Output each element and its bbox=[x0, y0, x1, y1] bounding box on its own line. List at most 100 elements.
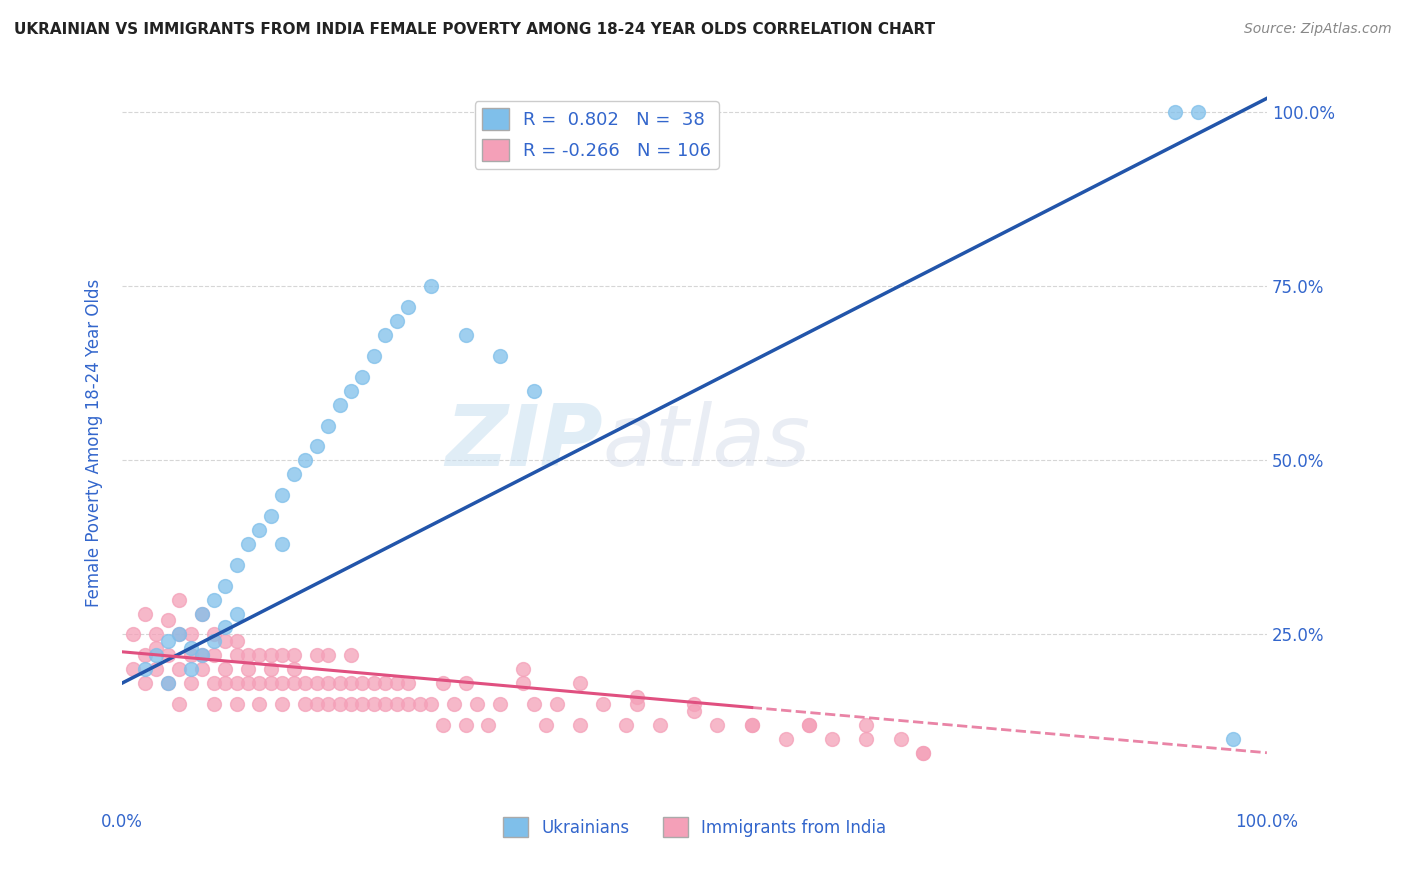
Point bbox=[249, 523, 271, 537]
Point bbox=[650, 718, 672, 732]
Point bbox=[420, 697, 443, 711]
Point bbox=[271, 697, 294, 711]
Point bbox=[489, 697, 512, 711]
Point bbox=[477, 718, 499, 732]
Point bbox=[191, 607, 214, 621]
Point bbox=[454, 718, 477, 732]
Point bbox=[145, 641, 167, 656]
Point bbox=[236, 662, 259, 676]
Point bbox=[512, 676, 534, 690]
Point bbox=[683, 704, 706, 718]
Point bbox=[122, 627, 145, 641]
Point bbox=[283, 648, 305, 663]
Point bbox=[305, 676, 328, 690]
Point bbox=[169, 662, 191, 676]
Point bbox=[385, 314, 408, 328]
Point bbox=[122, 662, 145, 676]
Point bbox=[271, 648, 294, 663]
Point bbox=[340, 676, 363, 690]
Point bbox=[236, 676, 259, 690]
Point bbox=[374, 697, 396, 711]
Point bbox=[352, 676, 374, 690]
Point bbox=[569, 718, 592, 732]
Point bbox=[534, 718, 557, 732]
Point bbox=[340, 384, 363, 398]
Point bbox=[283, 676, 305, 690]
Point bbox=[134, 676, 156, 690]
Legend: Ukrainians, Immigrants from India: Ukrainians, Immigrants from India bbox=[496, 810, 893, 844]
Point bbox=[294, 453, 316, 467]
Y-axis label: Female Poverty Among 18-24 Year Olds: Female Poverty Among 18-24 Year Olds bbox=[86, 279, 103, 607]
Point bbox=[432, 718, 454, 732]
Point bbox=[180, 648, 202, 663]
Point bbox=[352, 369, 374, 384]
Point bbox=[340, 697, 363, 711]
Point bbox=[443, 697, 465, 711]
Point bbox=[741, 718, 763, 732]
Point bbox=[191, 662, 214, 676]
Point bbox=[214, 579, 236, 593]
Point bbox=[169, 627, 191, 641]
Point bbox=[202, 627, 225, 641]
Point bbox=[169, 592, 191, 607]
Point bbox=[202, 634, 225, 648]
Point bbox=[569, 676, 592, 690]
Point bbox=[260, 648, 283, 663]
Text: ZIP: ZIP bbox=[446, 401, 603, 484]
Point bbox=[626, 697, 648, 711]
Point bbox=[396, 676, 419, 690]
Point bbox=[225, 558, 247, 572]
Point bbox=[225, 676, 247, 690]
Point bbox=[294, 697, 316, 711]
Point bbox=[454, 676, 477, 690]
Point bbox=[489, 349, 512, 363]
Point bbox=[260, 509, 283, 524]
Point bbox=[156, 676, 179, 690]
Point bbox=[134, 648, 156, 663]
Point bbox=[374, 676, 396, 690]
Text: atlas: atlas bbox=[603, 401, 811, 484]
Point bbox=[329, 697, 352, 711]
Point bbox=[512, 662, 534, 676]
Point bbox=[1222, 731, 1244, 746]
Point bbox=[145, 627, 167, 641]
Point bbox=[363, 349, 385, 363]
Point bbox=[145, 648, 167, 663]
Point bbox=[156, 634, 179, 648]
Point bbox=[225, 607, 247, 621]
Point bbox=[385, 676, 408, 690]
Point bbox=[271, 537, 294, 551]
Point bbox=[912, 746, 935, 760]
Point bbox=[156, 614, 179, 628]
Point bbox=[797, 718, 820, 732]
Point bbox=[249, 676, 271, 690]
Point bbox=[156, 676, 179, 690]
Point bbox=[683, 697, 706, 711]
Point bbox=[797, 718, 820, 732]
Point bbox=[316, 697, 339, 711]
Point bbox=[156, 648, 179, 663]
Point bbox=[363, 676, 385, 690]
Point bbox=[352, 697, 374, 711]
Point bbox=[385, 697, 408, 711]
Point bbox=[271, 676, 294, 690]
Point bbox=[396, 697, 419, 711]
Point bbox=[260, 662, 283, 676]
Point bbox=[145, 662, 167, 676]
Point bbox=[236, 648, 259, 663]
Point bbox=[316, 418, 339, 433]
Point bbox=[741, 718, 763, 732]
Point bbox=[706, 718, 728, 732]
Point bbox=[202, 648, 225, 663]
Point bbox=[225, 648, 247, 663]
Point bbox=[305, 439, 328, 453]
Point bbox=[454, 328, 477, 343]
Point bbox=[214, 676, 236, 690]
Point bbox=[409, 697, 432, 711]
Point bbox=[329, 398, 352, 412]
Point bbox=[1187, 105, 1209, 120]
Point bbox=[180, 627, 202, 641]
Point bbox=[271, 488, 294, 502]
Point bbox=[329, 676, 352, 690]
Point bbox=[180, 662, 202, 676]
